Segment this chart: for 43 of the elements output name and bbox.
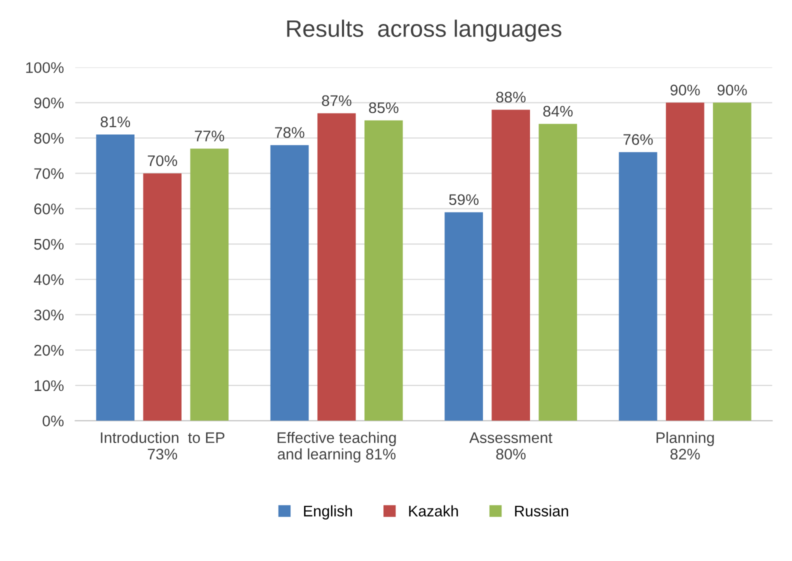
bar: [538, 124, 578, 421]
bar: [96, 134, 134, 421]
x-tick-label: Planning 82%: [656, 432, 714, 460]
bar: [712, 102, 752, 421]
legend-label: Russian: [515, 505, 568, 516]
data-label: 70%: [148, 155, 178, 166]
data-label: 85%: [369, 102, 398, 114]
legend-label: Kazakh: [409, 505, 458, 516]
data-label: 59%: [449, 194, 479, 206]
y-tick-label: 20%: [34, 344, 64, 356]
data-label: 84%: [543, 106, 573, 117]
y-tick-label: 40%: [34, 274, 64, 286]
legend-label: English: [304, 505, 352, 520]
data-label: 76%: [624, 134, 653, 145]
x-tick-label: Assessment 80%: [469, 432, 552, 460]
bar: [190, 148, 229, 421]
y-tick-label: 70%: [34, 168, 64, 180]
y-tick-label: 90%: [34, 98, 64, 108]
bar: [666, 102, 704, 421]
y-tick-label: 60%: [34, 204, 64, 214]
bar: [492, 110, 530, 421]
bar: [143, 173, 182, 421]
data-label: 88%: [496, 92, 526, 103]
y-tick-label: 30%: [34, 310, 64, 320]
data-label: 77%: [194, 130, 224, 142]
bar: [317, 113, 356, 421]
y-tick-label: 100%: [26, 62, 64, 74]
y-tick-label: 80%: [34, 132, 64, 144]
bar: [618, 152, 658, 421]
data-label: 90%: [670, 84, 700, 96]
data-label: 78%: [275, 127, 304, 138]
bar: [364, 120, 403, 421]
y-tick-label: 50%: [34, 238, 64, 250]
data-label: 81%: [100, 116, 130, 128]
x-tick-label: Introduction to EP 73%: [100, 432, 224, 460]
data-label: 87%: [322, 95, 352, 106]
x-tick-label: Effective teaching and learning 81%: [278, 432, 396, 463]
y-tick-label: 0%: [42, 416, 64, 426]
bar: [270, 145, 309, 421]
y-tick-label: 10%: [34, 380, 64, 392]
data-label: 90%: [718, 84, 747, 96]
bar: [444, 212, 483, 421]
chart-title: Results across languages: [287, 20, 562, 42]
